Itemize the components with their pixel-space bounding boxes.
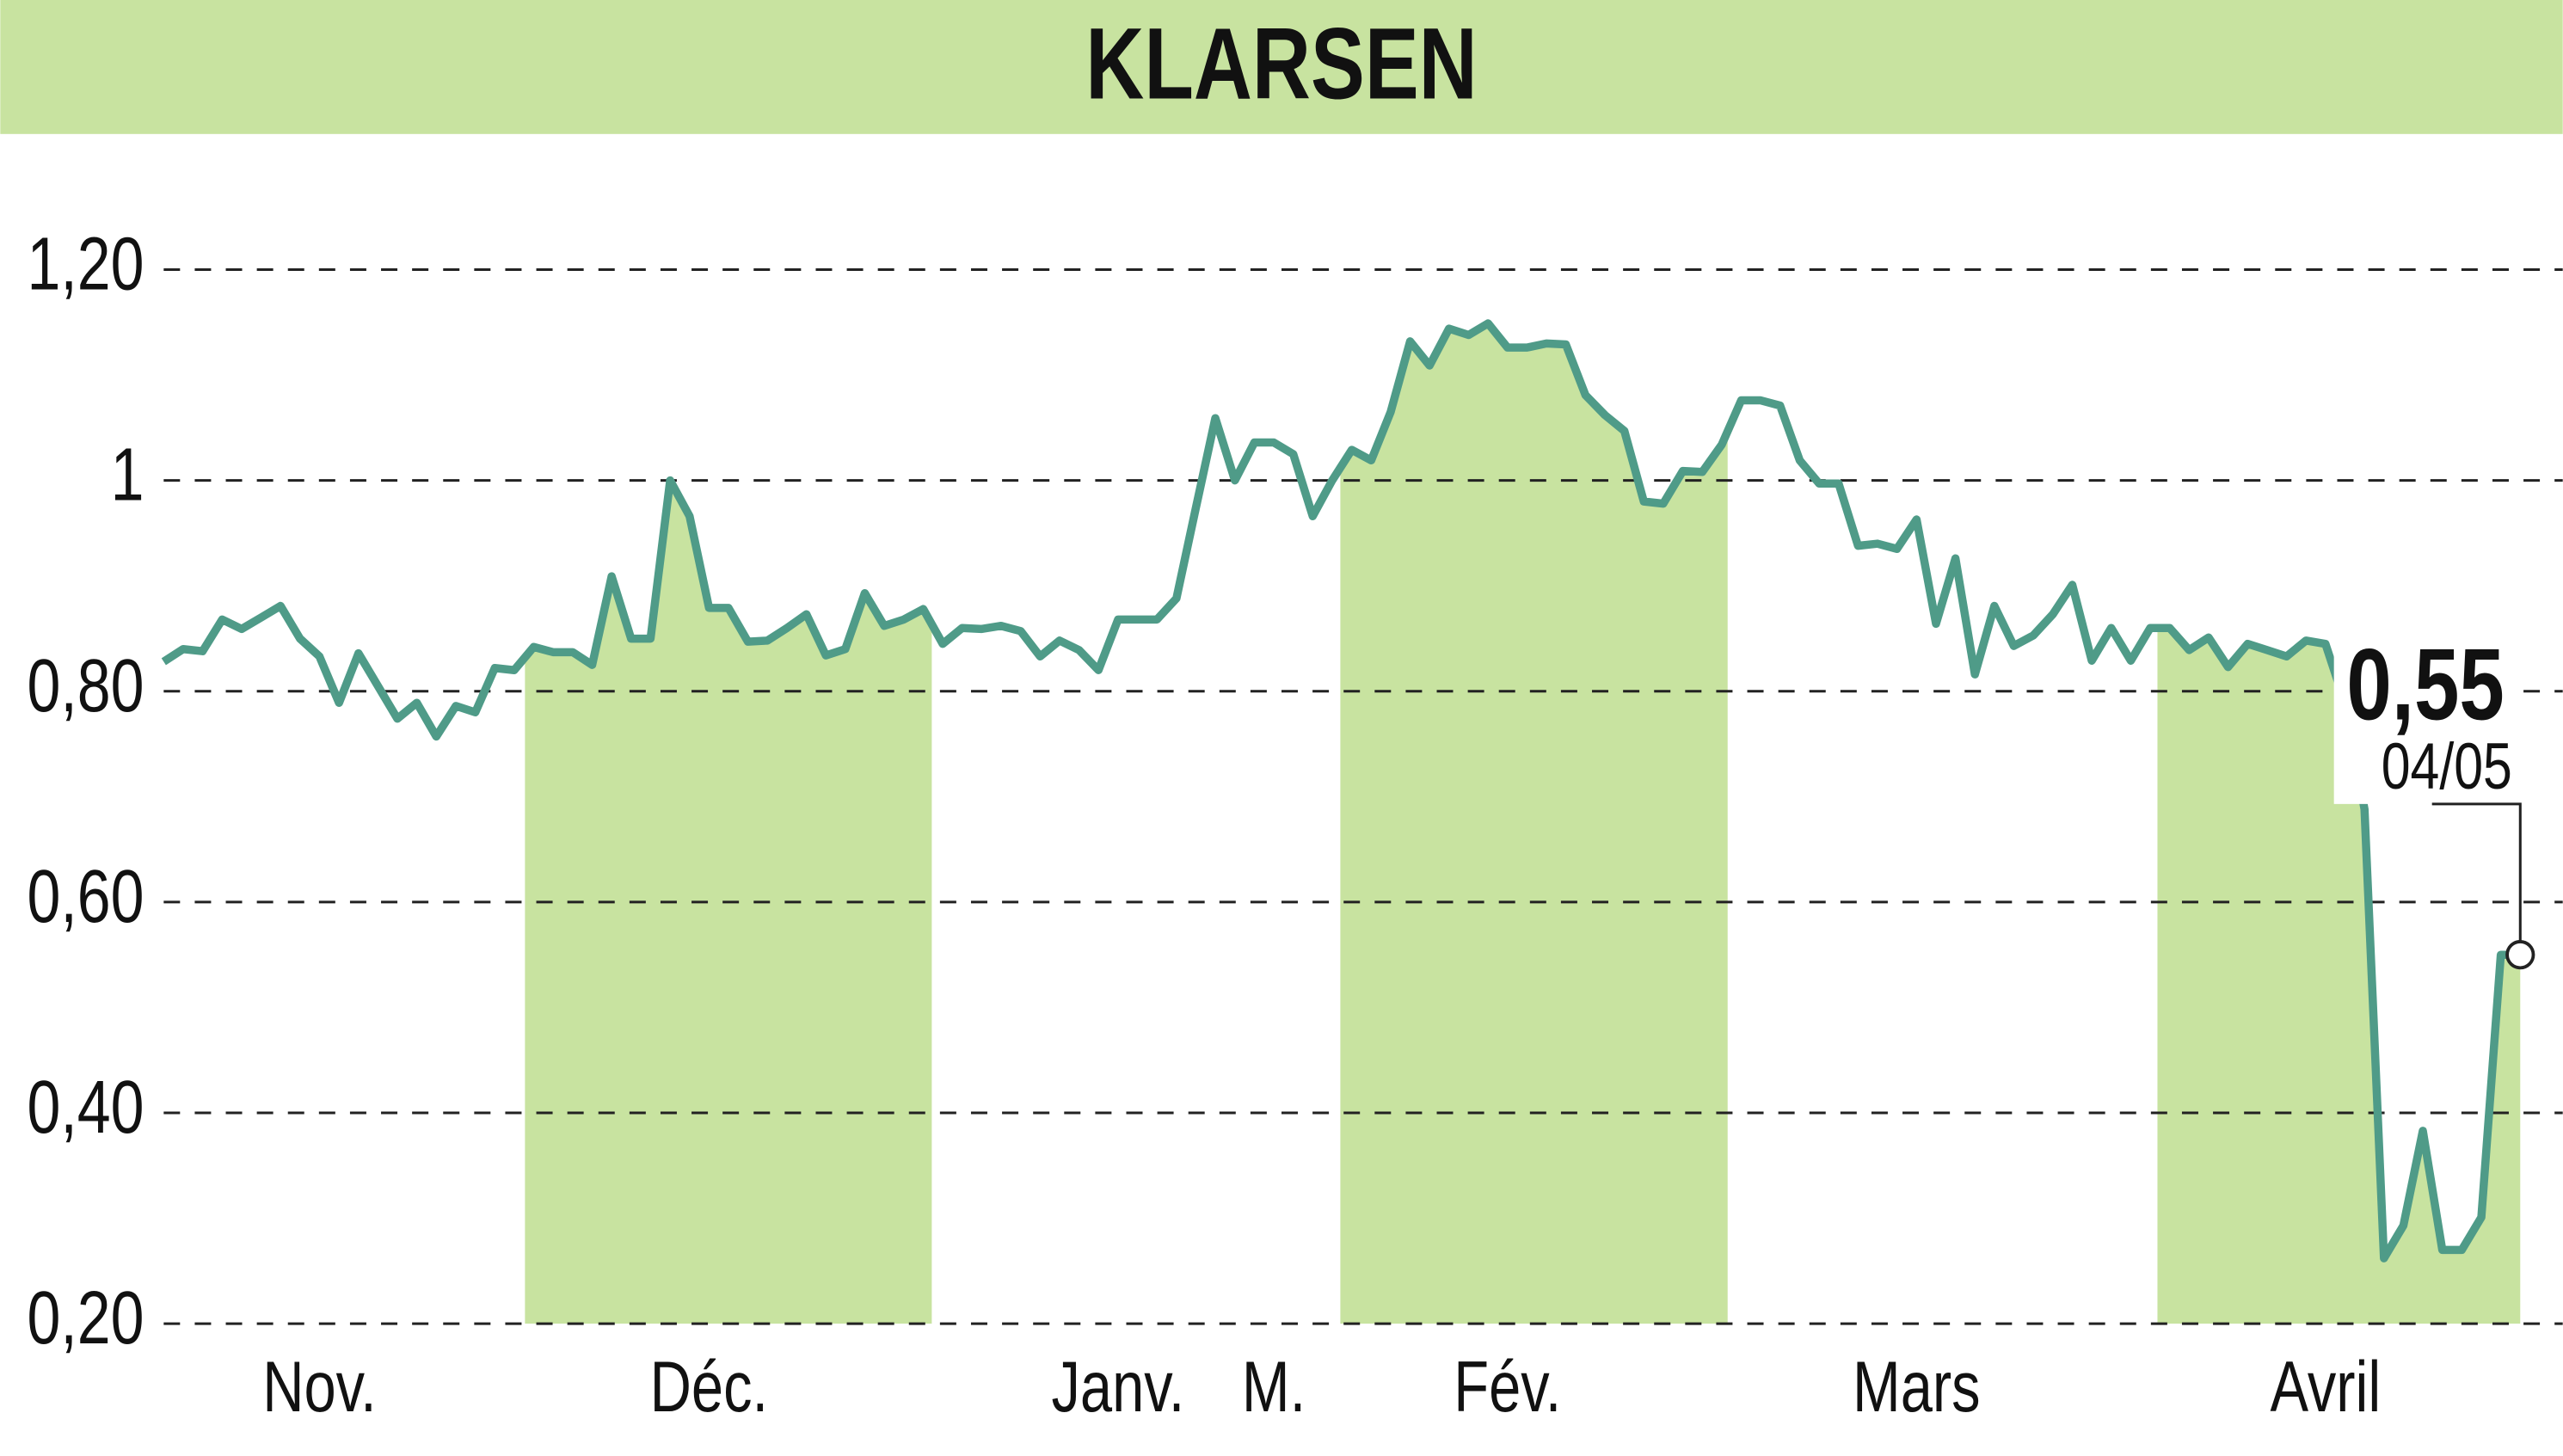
callout-line: [2431, 802, 2522, 955]
last-date-label: 04/05: [2382, 729, 2512, 802]
x-tick-label: Mars: [1853, 1347, 1981, 1428]
plot: [161, 319, 2521, 1262]
price-line: [161, 319, 2521, 1262]
last-value-label: 0,55: [2346, 628, 2504, 742]
label-backdrop: [2333, 640, 2517, 804]
area-fill: [525, 323, 2521, 1324]
grid: [163, 267, 2563, 1325]
x-tick-label: Nov.: [262, 1347, 377, 1428]
y-tick-label: 0,80: [27, 642, 144, 727]
y-tick-label: 0,40: [27, 1065, 144, 1149]
y-tick-label: 0,60: [27, 853, 144, 937]
x-tick-label: Déc.: [650, 1347, 769, 1428]
shaded-months: [525, 323, 2521, 1324]
last-point: [2505, 940, 2535, 970]
chart-title: KLARSEN: [1085, 7, 1477, 121]
y-tick-label: 1: [111, 432, 144, 516]
y-tick-label: 0,20: [27, 1275, 144, 1360]
header-band: [0, 0, 2563, 134]
x-tick-label: M.: [1242, 1347, 1306, 1428]
x-tick-label: Janv.: [1051, 1347, 1184, 1428]
labels: 0,20 0,40 0,60 0,80 1 1,20 Nov. Déc. Janv. M. Fév.…: [27, 221, 2535, 1428]
x-tick-label: Fév.: [1454, 1347, 1561, 1428]
x-tick-label: Avril: [2270, 1347, 2381, 1428]
y-tick-label: 1,20: [27, 221, 144, 305]
